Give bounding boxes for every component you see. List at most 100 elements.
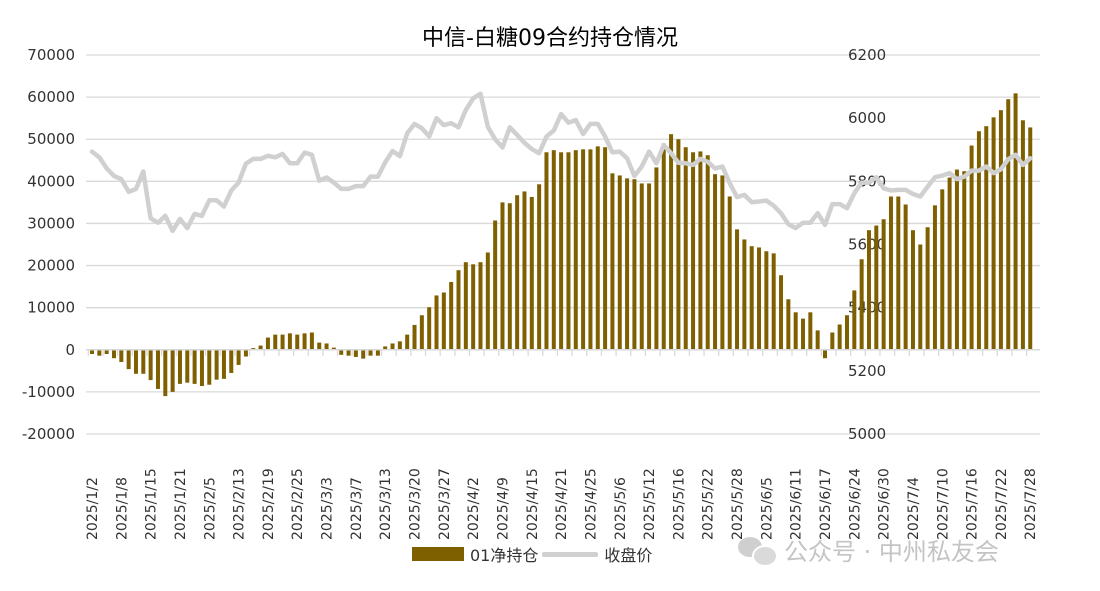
- net-position-bar: [295, 334, 300, 350]
- x-axis-tick-label: 2025/2/13: [232, 468, 248, 540]
- x-axis-tick-label: 2025/4/2: [466, 477, 482, 540]
- left-axis-tick-label: 20000: [27, 257, 75, 275]
- net-position-bar: [713, 174, 718, 350]
- x-axis-tick-label: 2025/2/25: [290, 468, 306, 540]
- net-position-bar: [896, 196, 901, 350]
- x-axis-tick-label: 2025/5/22: [701, 468, 717, 540]
- net-position-bar: [559, 152, 564, 350]
- left-axis-tick-label: 40000: [27, 172, 75, 190]
- net-position-bar: [654, 167, 659, 350]
- x-axis-tick-label: 2025/5/6: [613, 477, 629, 540]
- x-axis-tick-label: 2025/1/21: [173, 468, 189, 540]
- net-position-bar: [412, 324, 417, 350]
- x-axis-tick-label: 2025/6/24: [847, 468, 863, 540]
- net-position-bar: [683, 147, 688, 350]
- legend-bar-swatch: [412, 547, 464, 561]
- net-position-bar: [383, 346, 388, 350]
- net-position-bar: [903, 204, 908, 350]
- net-position-bar: [844, 315, 849, 350]
- net-position-bar: [155, 349, 160, 389]
- net-position-bar: [984, 126, 989, 350]
- left-axis-tick-label: 50000: [27, 130, 75, 148]
- net-position-bar: [1006, 99, 1011, 350]
- net-position-bar: [441, 292, 446, 350]
- net-position-bar: [515, 195, 520, 350]
- x-axis-tick-label: 2025/1/15: [144, 468, 160, 540]
- left-axis-tick-label: 10000: [27, 299, 75, 317]
- net-position-bar: [463, 262, 468, 350]
- net-position-bar: [405, 334, 410, 350]
- net-position-bar: [346, 349, 351, 356]
- net-position-bar: [793, 312, 798, 350]
- net-position-bar: [331, 347, 336, 350]
- net-position-bar: [456, 270, 461, 350]
- x-axis-tick-label: 2025/5/16: [671, 468, 687, 540]
- x-axis-tick-label: 2025/2/5: [202, 477, 218, 540]
- net-position-bar: [185, 349, 190, 383]
- net-position-bar: [493, 220, 498, 350]
- net-position-bar: [126, 349, 131, 370]
- net-position-bar: [676, 139, 681, 350]
- net-position-bar: [1020, 120, 1025, 350]
- net-position-bar: [207, 349, 212, 385]
- net-position-bar: [837, 324, 842, 350]
- net-position-bar: [133, 349, 138, 374]
- x-axis-tick-label: 2025/1/2: [85, 477, 101, 540]
- net-position-bar: [823, 349, 827, 359]
- net-position-bar: [918, 244, 923, 350]
- net-position-bar: [947, 177, 952, 350]
- net-position-bar: [361, 349, 366, 359]
- net-position-bar: [265, 337, 270, 350]
- legend: 01净持仓 收盘价: [412, 542, 652, 566]
- net-position-bar: [757, 247, 762, 350]
- net-position-bar: [888, 196, 893, 350]
- net-position-bar: [529, 196, 534, 350]
- net-position-bar: [273, 334, 278, 350]
- x-axis-tick-label: 2025/3/3: [320, 477, 336, 540]
- net-position-bar: [742, 239, 747, 350]
- x-axis-tick-label: 2025/7/4: [906, 477, 922, 540]
- net-position-bar: [449, 281, 454, 350]
- net-position-bar: [229, 349, 234, 373]
- net-position-bar: [427, 307, 432, 350]
- net-position-bar: [551, 150, 556, 350]
- net-position-bar: [434, 295, 439, 350]
- net-position-bar: [177, 349, 182, 384]
- net-position-bar: [1028, 127, 1033, 350]
- net-position-bar: [625, 178, 630, 350]
- net-position-bar: [280, 334, 285, 350]
- net-position-bar: [954, 169, 959, 350]
- net-position-bar: [595, 146, 600, 350]
- net-position-bar: [969, 145, 974, 350]
- watermark-text: 公众号 · 中州私友会: [784, 538, 999, 566]
- net-position-bar: [910, 230, 915, 350]
- net-position-bar: [566, 152, 571, 350]
- net-position-bar: [764, 251, 769, 350]
- right-axis-tick-label: 6000: [848, 109, 886, 127]
- net-position-bar: [1013, 93, 1018, 350]
- net-position-bar: [500, 202, 505, 350]
- net-position-bar: [603, 147, 608, 350]
- net-position-bar: [698, 151, 703, 350]
- net-position-bar: [302, 333, 307, 350]
- x-axis-tick-label: 2025/4/15: [525, 468, 541, 540]
- net-position-bar: [148, 349, 153, 381]
- net-position-bar: [779, 275, 784, 350]
- net-position-bar: [932, 205, 937, 350]
- net-position-bar: [801, 318, 806, 350]
- right-axis-tick-label: 6200: [848, 46, 886, 64]
- x-axis-tick-label: 2025/7/22: [994, 468, 1010, 540]
- net-position-bar: [720, 175, 725, 350]
- net-position-bar: [639, 183, 644, 350]
- x-axis-tick-label: 2025/3/13: [378, 468, 394, 540]
- net-position-bar: [573, 150, 578, 350]
- x-axis-tick-label: 2025/2/19: [261, 468, 277, 540]
- wechat-icon: [738, 535, 778, 567]
- net-position-bar: [97, 349, 102, 356]
- net-position-bar: [691, 152, 696, 350]
- net-position-bar: [874, 225, 879, 350]
- x-axis-tick-label: 2025/6/5: [759, 477, 775, 540]
- net-position-bar: [375, 349, 380, 356]
- net-position-bar: [419, 315, 424, 350]
- net-position-bar: [507, 203, 512, 350]
